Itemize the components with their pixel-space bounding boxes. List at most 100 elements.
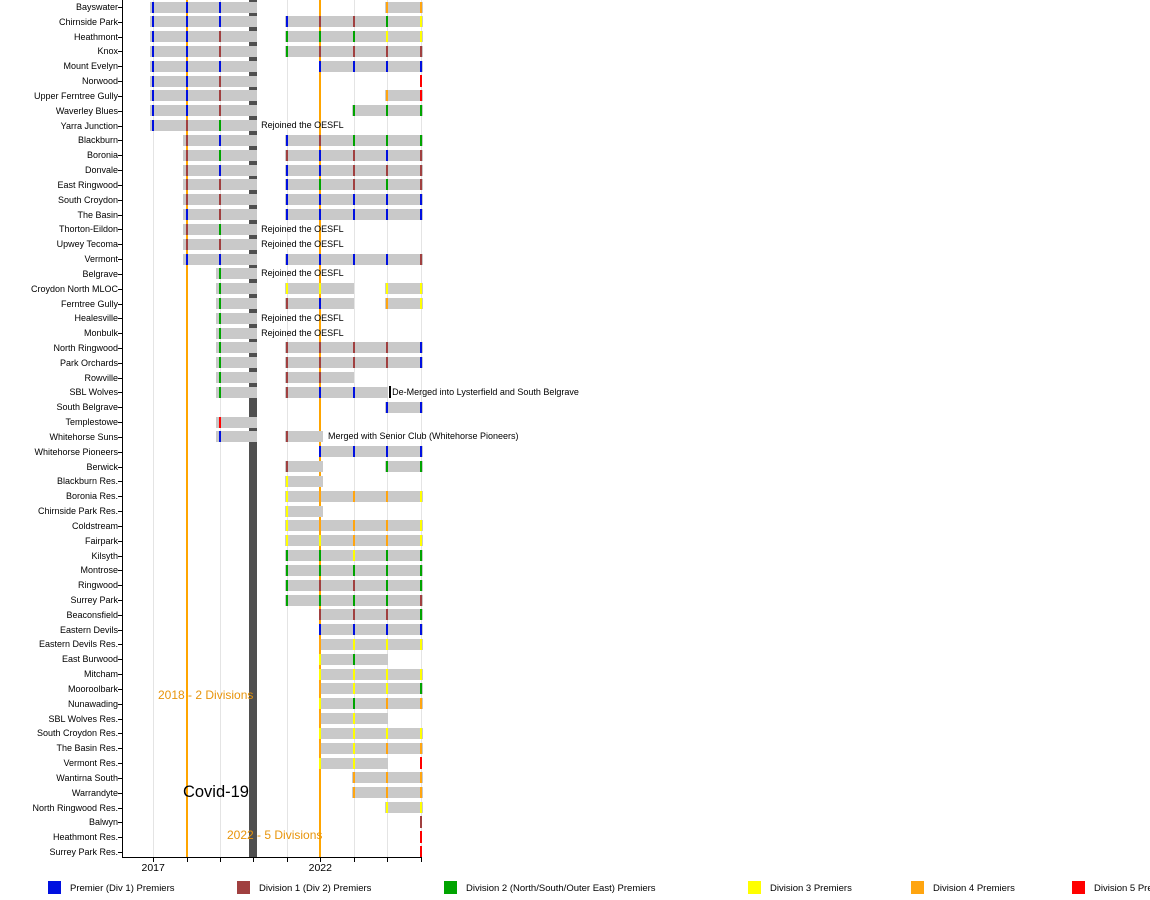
annotation-line: [388, 386, 391, 399]
division-tick: [319, 298, 322, 309]
future-division-tick: [419, 75, 422, 88]
season-bar: [149, 90, 258, 102]
season-bar: [216, 431, 258, 443]
division-tick: [386, 60, 389, 72]
row-label: Kilsyth: [91, 550, 118, 561]
division-tick: [419, 179, 422, 191]
annotation: Rejoined the OESFL: [261, 223, 344, 234]
division-tick: [352, 668, 355, 680]
division-tick: [352, 490, 355, 502]
season-bar: [216, 268, 258, 280]
row-label: Vermont Res.: [63, 758, 118, 769]
y-tick: [118, 244, 122, 246]
y-tick: [118, 688, 122, 690]
gridline-2017: [153, 0, 155, 857]
division-tick: [152, 31, 155, 43]
division-tick: [386, 802, 389, 814]
season-bar: [149, 120, 258, 132]
division-tick: [152, 120, 155, 132]
division-tick: [219, 416, 222, 428]
division-tick: [319, 342, 322, 354]
season-bar: [216, 283, 258, 295]
division-tick: [319, 535, 322, 547]
division-tick: [419, 668, 422, 680]
row-label: Eastern Devils Res.: [38, 639, 118, 650]
legend-label: Division 1 (Div 2) Premiers: [259, 883, 372, 894]
season-bar: [318, 60, 423, 72]
division-tick: [319, 653, 322, 665]
division-tick: [285, 16, 288, 28]
season-bar: [385, 283, 423, 295]
division-tick: [152, 75, 155, 87]
division-tick: [386, 698, 389, 710]
division-tick: [386, 90, 389, 102]
y-tick: [118, 511, 122, 513]
division-tick: [419, 31, 422, 43]
division-tick: [219, 238, 222, 250]
division-tick: [319, 713, 322, 725]
division-tick: [386, 624, 389, 636]
division-tick: [352, 609, 355, 621]
division-tick: [419, 357, 422, 369]
division-tick: [219, 283, 222, 295]
row-label: Mount Evelyn: [63, 61, 118, 72]
division-tick: [419, 461, 422, 473]
division-tick: [285, 357, 288, 369]
division-tick: [386, 609, 389, 621]
division-tick: [285, 298, 288, 309]
y-tick: [118, 273, 122, 275]
row-label: Donvale: [84, 165, 118, 176]
x-tick-2018: [186, 858, 188, 862]
division-tick: [419, 802, 422, 814]
division-tick: [219, 386, 222, 398]
row-label: Ringwood: [77, 580, 118, 591]
division-tick: [285, 134, 288, 146]
y-tick: [118, 81, 122, 83]
division-tick: [352, 386, 355, 398]
division-tick: [319, 638, 322, 650]
division-tick: [419, 579, 422, 591]
x-tick-2025: [420, 858, 422, 862]
x-tick-2019: [220, 858, 222, 862]
division-tick: [352, 727, 355, 739]
y-tick: [118, 614, 122, 616]
row-label: Blackburn Res.: [56, 476, 118, 487]
row-label: South Belgrave: [56, 402, 118, 413]
division-tick: [419, 550, 422, 562]
division-tick: [352, 31, 355, 43]
annotation: Rejoined the OESFL: [261, 268, 344, 279]
y-tick: [118, 318, 122, 320]
division-tick: [386, 638, 389, 650]
row-label: Fairpark: [84, 535, 118, 546]
division-tick: [285, 550, 288, 562]
division-tick: [386, 31, 389, 43]
division-tick: [185, 134, 188, 146]
annotation: De-Merged into Lysterfield and South Bel…: [392, 386, 579, 397]
y-tick: [118, 347, 122, 349]
division-tick: [185, 60, 188, 72]
y-tick: [118, 822, 122, 824]
division-tick: [319, 727, 322, 739]
division-tick: [386, 253, 389, 265]
division-tick: [285, 209, 288, 221]
division-tick: [419, 45, 422, 57]
row-label: Bayswater: [75, 2, 118, 12]
season-bar: [285, 386, 388, 398]
division-tick: [185, 105, 188, 117]
division-tick: [285, 194, 288, 206]
division-tick: [319, 283, 322, 295]
y-tick: [118, 718, 122, 720]
season-bar: [318, 668, 423, 680]
row-label: Whitehorse Pioneers: [34, 446, 118, 457]
event-label-2022: 2022 - 5 Divisions: [227, 828, 323, 842]
division-tick: [352, 683, 355, 695]
row-label: East Ringwood: [57, 179, 118, 190]
division-tick: [352, 757, 355, 769]
division-tick: [352, 520, 355, 532]
division-tick: [352, 446, 355, 458]
row-label: SBL Wolves: [69, 387, 118, 398]
division-tick: [419, 16, 422, 28]
division-tick: [352, 194, 355, 206]
division-tick: [419, 401, 422, 413]
row-label: Coldstream: [71, 520, 118, 531]
